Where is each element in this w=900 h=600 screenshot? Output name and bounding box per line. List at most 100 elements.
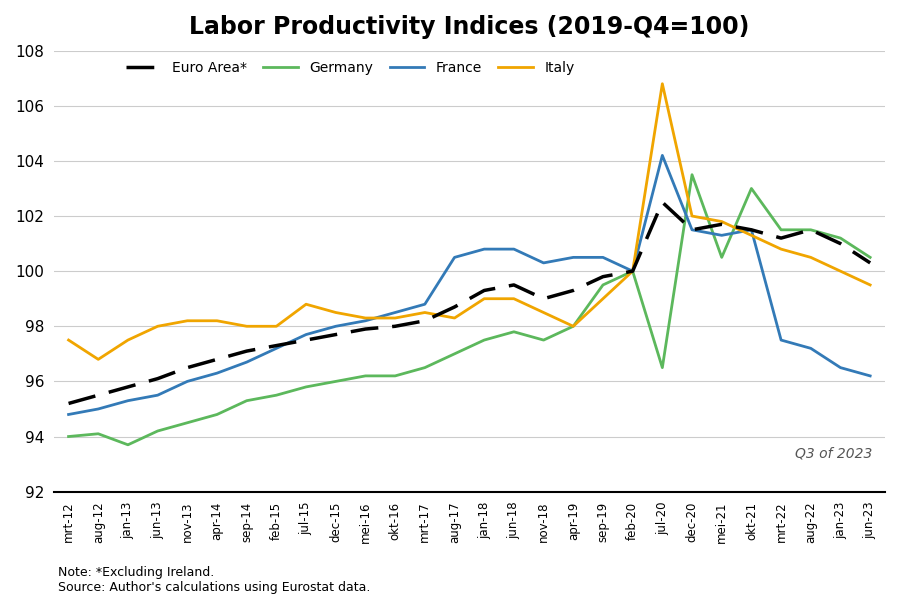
France xyxy=(63,411,74,418)
Italy xyxy=(330,309,341,316)
Germany xyxy=(776,226,787,233)
Italy xyxy=(360,314,371,322)
France xyxy=(657,152,668,159)
Italy xyxy=(835,268,846,275)
Italy xyxy=(301,301,311,308)
France xyxy=(93,406,104,413)
Italy xyxy=(746,232,757,239)
Euro Area* xyxy=(419,317,430,325)
France xyxy=(776,337,787,344)
Germany xyxy=(835,235,846,242)
France xyxy=(479,245,490,253)
Euro Area* xyxy=(716,221,727,228)
Italy xyxy=(182,317,193,325)
Germany xyxy=(657,364,668,371)
Italy xyxy=(538,309,549,316)
Germany xyxy=(746,185,757,192)
Italy xyxy=(212,317,222,325)
Italy xyxy=(716,218,727,225)
Germany xyxy=(241,397,252,404)
Germany xyxy=(716,254,727,261)
Line: Germany: Germany xyxy=(68,175,870,445)
Italy xyxy=(122,337,133,344)
Germany xyxy=(301,383,311,391)
Italy xyxy=(93,356,104,363)
Euro Area* xyxy=(806,226,816,233)
Text: Q3 of 2023: Q3 of 2023 xyxy=(796,447,872,461)
Germany xyxy=(806,226,816,233)
Euro Area* xyxy=(568,287,579,294)
France xyxy=(716,232,727,239)
Italy xyxy=(865,281,876,289)
Euro Area* xyxy=(152,375,163,382)
Euro Area* xyxy=(301,337,311,344)
Italy xyxy=(776,245,787,253)
France xyxy=(419,301,430,308)
France xyxy=(687,226,698,233)
Euro Area* xyxy=(598,273,608,280)
Italy xyxy=(390,314,400,322)
Euro Area* xyxy=(390,323,400,330)
France xyxy=(390,309,400,316)
France xyxy=(212,370,222,377)
Euro Area* xyxy=(360,325,371,332)
Euro Area* xyxy=(687,226,698,233)
Germany xyxy=(390,372,400,379)
Germany xyxy=(330,378,341,385)
Euro Area* xyxy=(865,259,876,266)
Germany xyxy=(449,350,460,358)
Euro Area* xyxy=(122,383,133,391)
Euro Area* xyxy=(212,356,222,363)
France xyxy=(865,372,876,379)
France xyxy=(835,364,846,371)
France xyxy=(152,392,163,399)
France xyxy=(122,397,133,404)
Euro Area* xyxy=(330,331,341,338)
France xyxy=(182,378,193,385)
France xyxy=(271,345,282,352)
Germany xyxy=(93,430,104,437)
Euro Area* xyxy=(538,295,549,302)
Text: Note: *Excluding Ireland.
Source: Author's calculations using Eurostat data.: Note: *Excluding Ireland. Source: Author… xyxy=(58,566,371,594)
Italy xyxy=(479,295,490,302)
Germany xyxy=(419,364,430,371)
Italy xyxy=(241,323,252,330)
Germany xyxy=(687,171,698,178)
France xyxy=(538,259,549,266)
Euro Area* xyxy=(63,400,74,407)
France xyxy=(508,245,519,253)
Italy xyxy=(598,295,608,302)
Italy xyxy=(271,323,282,330)
Germany xyxy=(865,254,876,261)
Legend: Euro Area*, Germany, France, Italy: Euro Area*, Germany, France, Italy xyxy=(121,55,580,80)
Euro Area* xyxy=(627,268,638,275)
Germany xyxy=(182,419,193,427)
Italy xyxy=(568,323,579,330)
Italy xyxy=(419,309,430,316)
Title: Labor Productivity Indices (2019-Q4=100): Labor Productivity Indices (2019-Q4=100) xyxy=(189,15,750,39)
Italy xyxy=(687,212,698,220)
Euro Area* xyxy=(182,364,193,371)
Germany xyxy=(627,268,638,275)
France xyxy=(301,331,311,338)
Germany xyxy=(508,328,519,335)
Euro Area* xyxy=(93,392,104,399)
Euro Area* xyxy=(657,199,668,206)
France xyxy=(627,268,638,275)
Euro Area* xyxy=(479,287,490,294)
France xyxy=(241,359,252,366)
Italy xyxy=(806,254,816,261)
Euro Area* xyxy=(241,347,252,355)
Germany xyxy=(598,281,608,289)
France xyxy=(568,254,579,261)
France xyxy=(746,226,757,233)
Euro Area* xyxy=(776,235,787,242)
Germany xyxy=(360,372,371,379)
Line: Euro Area*: Euro Area* xyxy=(68,202,870,403)
Line: Italy: Italy xyxy=(68,84,870,359)
France xyxy=(449,254,460,261)
Euro Area* xyxy=(835,240,846,247)
Line: France: France xyxy=(68,155,870,415)
Euro Area* xyxy=(271,342,282,349)
Germany xyxy=(122,441,133,448)
